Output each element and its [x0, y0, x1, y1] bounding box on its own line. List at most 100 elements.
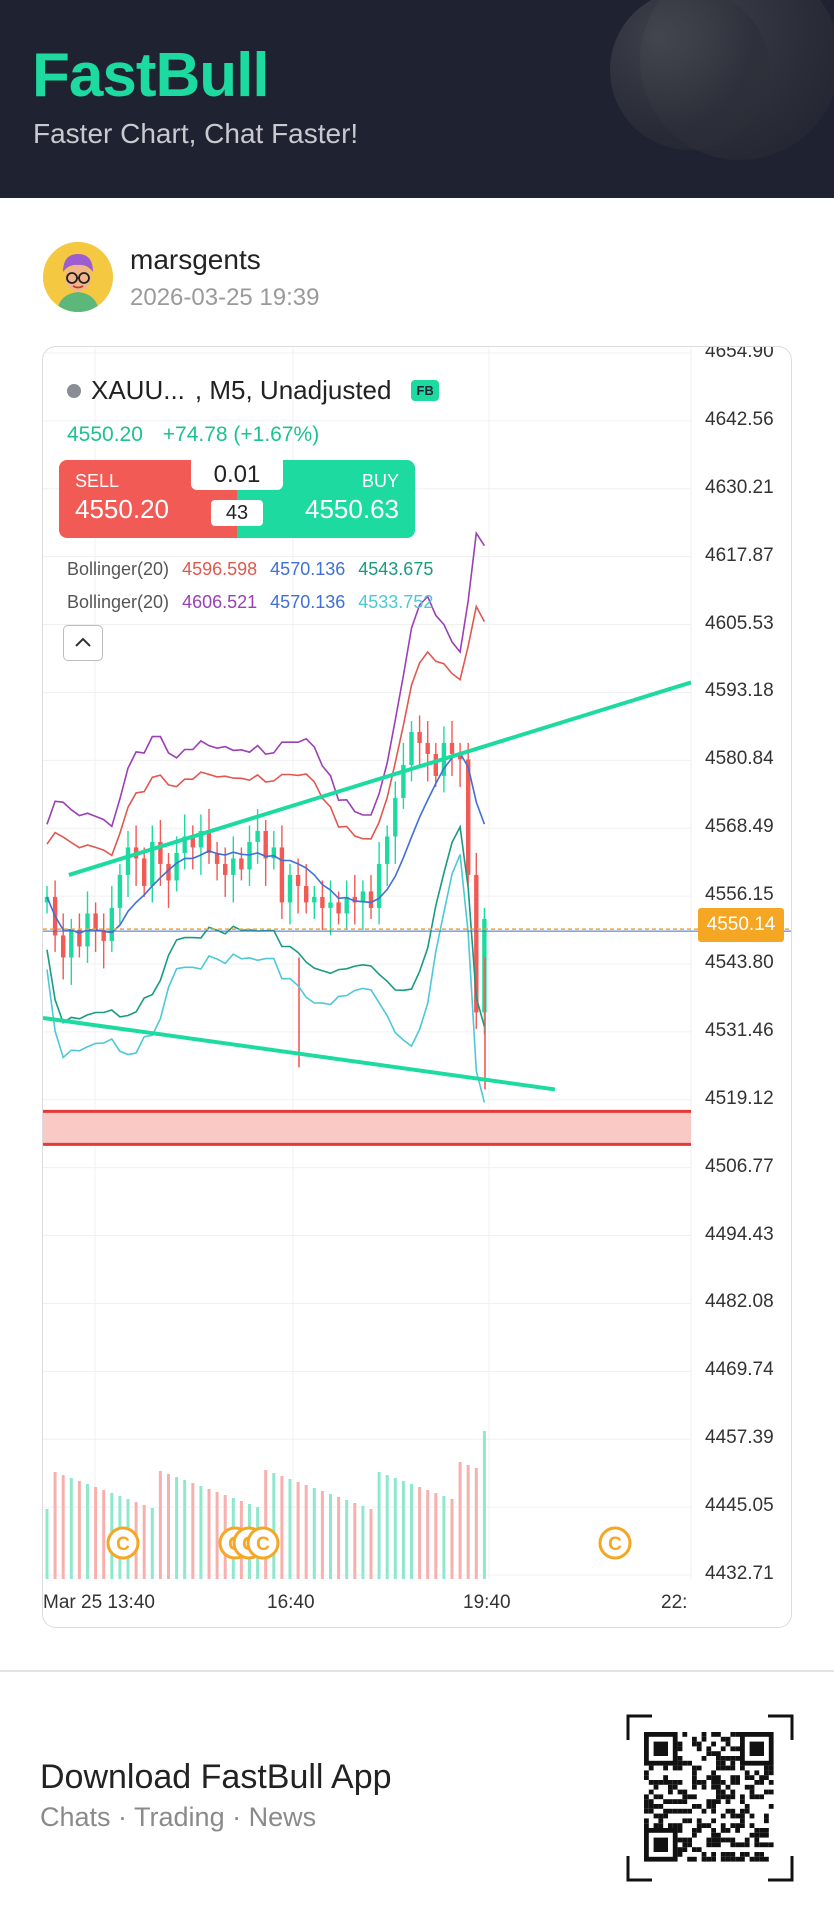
volume-bar	[175, 1477, 179, 1579]
support-zone	[43, 1111, 691, 1145]
candle-body	[328, 902, 333, 908]
brand-logo: FastBull	[32, 41, 270, 110]
sell-label: SELL	[75, 471, 120, 491]
x-tick-label: 19:40	[463, 1592, 511, 1613]
volume-bar	[320, 1491, 324, 1579]
bollinger-2-lower: 4533.752	[358, 592, 434, 612]
candle-body	[44, 896, 50, 903]
y-tick-label: 4568.49	[705, 816, 774, 838]
candle-body	[466, 759, 471, 875]
candle-body	[376, 863, 382, 908]
status-dot-icon	[67, 383, 81, 398]
volume-bar	[280, 1476, 284, 1579]
candle-body	[385, 836, 390, 864]
candle-body	[360, 891, 366, 903]
buy-button[interactable]: BUY 4550.63	[237, 460, 415, 538]
y-tick-label: 4654.90	[705, 346, 774, 362]
avatar-cartoon-icon	[43, 242, 113, 312]
volume-bar	[418, 1487, 422, 1579]
y-tick-label: 4469.74	[705, 1359, 774, 1381]
volume-bar	[393, 1478, 397, 1579]
volume-bar	[450, 1499, 454, 1579]
y-tick-label: 4617.87	[705, 544, 774, 566]
y-tick-label: 4445.05	[705, 1495, 774, 1517]
volume-bar	[158, 1471, 162, 1579]
volume-bar	[369, 1509, 373, 1579]
volume-bar	[410, 1484, 413, 1579]
candle-body	[401, 764, 406, 798]
bollinger-1-middle: 4570.136	[270, 559, 346, 579]
timeframe-label[interactable]: , M5, Unadjusted	[194, 375, 392, 405]
candle-body	[417, 731, 422, 743]
symbol-row[interactable]: XAUU... , M5, Unadjusted FB	[67, 375, 439, 406]
candle-body	[449, 742, 455, 754]
price-change: +74.78 (+1.67%)	[162, 423, 320, 446]
volume-bar	[361, 1506, 365, 1579]
candle-body	[271, 847, 276, 859]
candle-body	[352, 896, 357, 903]
volume-bar	[183, 1480, 187, 1579]
calendar-event-icon[interactable]: C	[598, 1526, 632, 1560]
volume-bar	[353, 1503, 357, 1579]
calendar-event-icon[interactable]: C	[246, 1526, 280, 1560]
candle-body	[190, 836, 195, 848]
volume-bar	[199, 1486, 203, 1579]
symbol-name[interactable]: XAUU...	[91, 375, 185, 405]
price-chart[interactable]: CCCCC	[43, 347, 791, 1627]
candle-body	[166, 863, 171, 881]
qr-code-icon[interactable]	[626, 1714, 794, 1882]
candle-body	[142, 858, 147, 886]
spread-value: 43	[211, 500, 263, 526]
y-tick-label: 4482.08	[705, 1291, 774, 1313]
trend-line	[43, 1015, 556, 1092]
candle-body	[287, 874, 293, 903]
trend-line	[68, 680, 692, 877]
moon-glow-decoration	[610, 0, 770, 150]
candle-body	[433, 753, 438, 776]
candle-body	[344, 896, 349, 914]
calendar-event-icon[interactable]: C	[106, 1526, 140, 1560]
svg-text:C: C	[608, 1534, 622, 1555]
candle-body	[150, 841, 155, 886]
quote-row: 4550.20 +74.78 (+1.67%)	[67, 423, 333, 447]
bollinger-legend-1: Bollinger(20) 4596.598 4570.136 4543.675	[67, 559, 441, 580]
y-tick-label: 4519.12	[705, 1087, 774, 1109]
candle-body	[125, 847, 131, 875]
chart-card[interactable]: CCCCC XAUU... , M5, Unadjusted FB 4550.2…	[42, 346, 792, 1628]
y-tick-label: 4432.71	[705, 1563, 774, 1584]
candle-body	[304, 885, 309, 903]
buy-label: BUY	[361, 471, 399, 491]
lot-size-input[interactable]: 0.01	[191, 460, 283, 490]
candle-body	[336, 902, 341, 914]
bollinger-2-middle: 4570.136	[270, 592, 346, 612]
candle-body	[393, 797, 398, 837]
volume-bar	[102, 1490, 106, 1579]
username[interactable]: marsgents	[130, 244, 261, 275]
bollinger-1-upper-line	[46, 604, 486, 857]
candle-body	[182, 836, 187, 853]
y-tick-label: 4506.77	[705, 1155, 774, 1177]
volume-bar	[377, 1472, 381, 1579]
candle-body	[206, 830, 212, 853]
candle-body	[425, 742, 430, 754]
avatar[interactable]	[43, 242, 113, 312]
bollinger-2-lower-line	[46, 854, 486, 1103]
volume-bar	[329, 1494, 332, 1579]
volume-bar	[401, 1481, 405, 1579]
volume-bar	[207, 1489, 211, 1579]
bollinger-1-upper: 4596.598	[182, 559, 258, 579]
download-subtitle: Chats · Trading · News	[40, 1802, 317, 1832]
candle-body	[93, 913, 98, 930]
sell-price: 4550.20	[75, 494, 169, 524]
collapse-indicators-button[interactable]	[63, 625, 103, 661]
y-tick-label: 4556.15	[705, 884, 774, 906]
x-tick-label: 22:	[661, 1592, 688, 1613]
volume-bar	[86, 1484, 89, 1579]
volume-bar	[385, 1475, 389, 1579]
fb-badge: FB	[411, 380, 439, 401]
y-tick-label: 4580.84	[705, 748, 774, 770]
candle-body	[457, 753, 463, 760]
download-title[interactable]: Download FastBull App	[40, 1758, 392, 1796]
volume-bar	[482, 1431, 486, 1579]
y-tick-label: 4593.18	[705, 680, 774, 702]
